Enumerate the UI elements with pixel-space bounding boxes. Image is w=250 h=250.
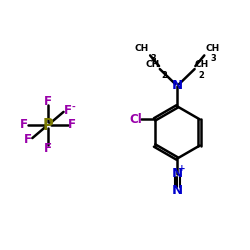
Text: CH: CH <box>134 44 148 53</box>
Text: F: F <box>44 95 52 108</box>
Text: F: F <box>64 104 72 117</box>
Text: F: F <box>68 118 76 132</box>
Text: Cl: Cl <box>130 113 142 126</box>
Text: 3: 3 <box>210 54 216 64</box>
Text: 2: 2 <box>161 70 167 80</box>
Text: N: N <box>172 168 183 180</box>
Text: F: F <box>44 142 52 155</box>
Text: F: F <box>24 133 32 146</box>
Text: F: F <box>20 118 28 132</box>
Text: CH: CH <box>146 60 160 69</box>
Text: N: N <box>172 80 183 92</box>
Text: -: - <box>71 103 75 112</box>
Text: 2: 2 <box>199 70 205 80</box>
Text: CH: CH <box>206 44 220 53</box>
Text: P: P <box>42 118 53 132</box>
Text: +: + <box>178 164 186 173</box>
Text: 3: 3 <box>150 54 156 64</box>
Text: N: N <box>172 184 183 197</box>
Text: CH: CH <box>194 60 209 69</box>
